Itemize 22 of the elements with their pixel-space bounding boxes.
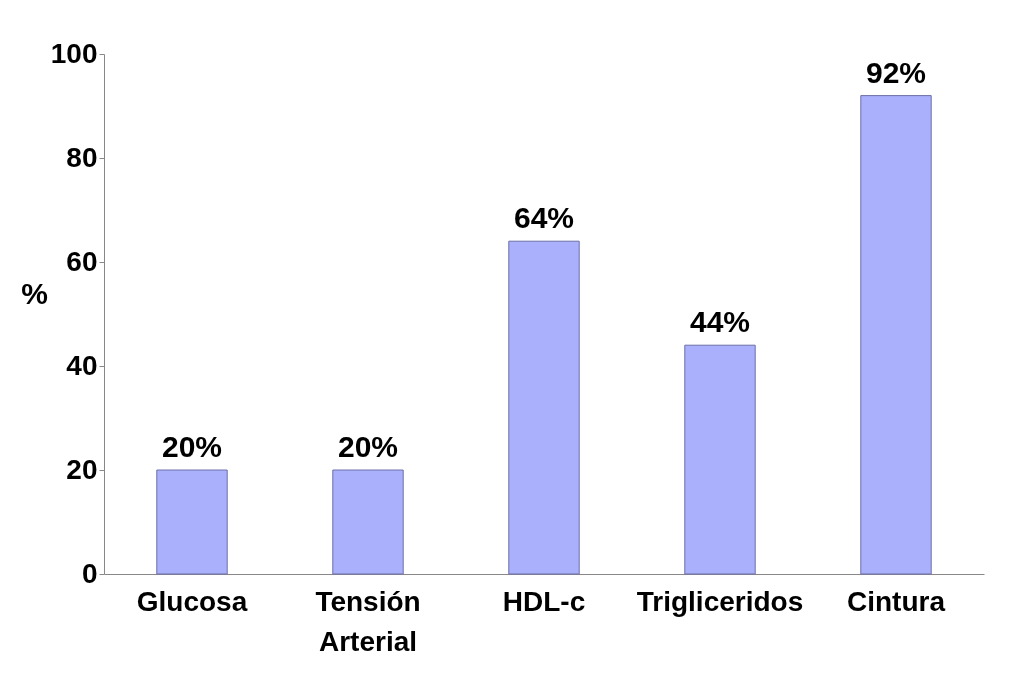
x-tick-label: Trigliceridos xyxy=(636,585,804,617)
data-label: 44% xyxy=(689,305,751,339)
data-label: 92% xyxy=(865,55,927,89)
data-label: 20% xyxy=(161,430,223,463)
y-tick-label: 20 xyxy=(66,453,98,485)
y-tick-label: 80 xyxy=(66,141,98,173)
bar xyxy=(508,240,580,575)
bar xyxy=(860,95,932,575)
x-tick-label: HDL-c xyxy=(502,585,586,617)
y-tick-label: 100 xyxy=(50,37,98,69)
bar xyxy=(684,344,756,575)
x-tick-label: Cintura xyxy=(847,585,946,617)
x-tick-label: Glucosa xyxy=(136,585,248,617)
bar xyxy=(156,469,228,575)
data-label: 64% xyxy=(513,201,575,235)
y-axis-title: % xyxy=(21,276,48,310)
x-tick-label: Tensión Arterial xyxy=(315,585,421,657)
bar xyxy=(332,469,404,575)
data-label: 20% xyxy=(337,430,399,463)
y-tick-label: 0 xyxy=(81,557,98,589)
y-tick-label: 60 xyxy=(66,245,98,277)
y-tick-label: 40 xyxy=(66,349,98,381)
